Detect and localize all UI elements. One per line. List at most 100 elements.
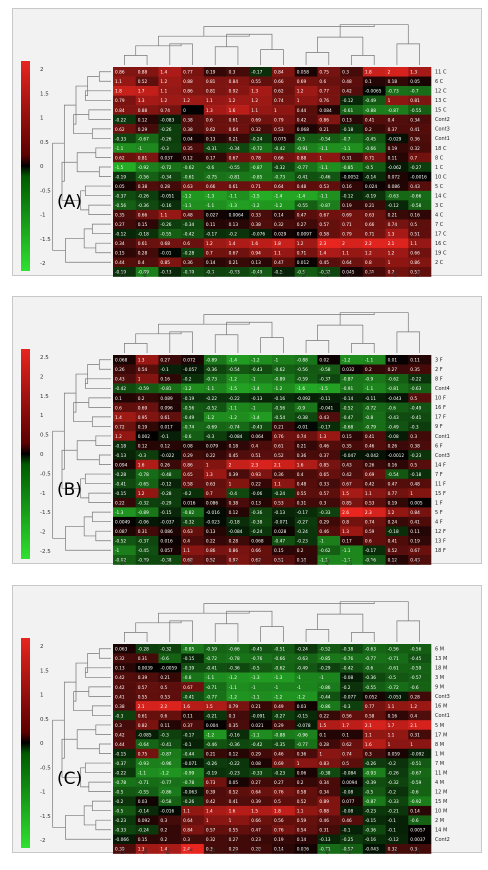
cell-value-label: -0.49: [365, 98, 376, 104]
cell-value-label: 0.068: [115, 358, 128, 364]
cell-value-label: 0.2: [160, 837, 167, 843]
heatmap-cell: [272, 238, 296, 249]
heatmap-cell: [226, 758, 250, 769]
cell-value-label: -0.19: [183, 396, 194, 402]
heatmap-cell: [158, 421, 182, 432]
heatmap-cell: [362, 114, 386, 125]
heatmap-cell: [362, 171, 386, 182]
cell-value-label: -0.1: [274, 270, 283, 276]
cell-value-label: 0.84: [183, 828, 193, 834]
cell-value-label: 0.35: [229, 723, 239, 729]
cell-value-label: -0.57: [342, 847, 353, 853]
heatmap-cell: [385, 748, 409, 759]
heatmap-cell: [294, 478, 318, 489]
heatmap-cell: [135, 76, 159, 87]
cell-value-label: -0.69: [206, 424, 217, 430]
heatmap-cell: [272, 124, 296, 134]
heatmap-cell: [340, 777, 364, 788]
cell-value-label: 0.19: [388, 146, 398, 152]
heatmap-cell: [385, 431, 409, 442]
heatmap-cell: [340, 124, 364, 134]
heatmap-cell: [362, 355, 386, 365]
cell-value-label: 0.26: [388, 443, 398, 449]
heatmap-cell: [272, 181, 296, 192]
heatmap-cell: [181, 374, 205, 384]
column-dendrogram-branch: [214, 334, 239, 353]
heatmap-cell: [362, 739, 386, 750]
cell-value-label: 0.66: [138, 213, 148, 219]
cell-value-label: 0.29: [138, 127, 148, 133]
cell-value-label: -0.38: [251, 520, 262, 526]
heatmap-cell: [135, 190, 159, 201]
cell-value-label: -0.6: [183, 434, 192, 440]
heatmap-cell: [362, 374, 386, 384]
row-dendrogram-branch: [84, 378, 111, 389]
heatmap-cell: [362, 710, 386, 721]
cell-value-label: 1.1: [160, 213, 167, 219]
cell-value-label: -0.016: [160, 809, 174, 815]
heatmap-cell: [113, 267, 137, 277]
heatmap-cell: [340, 815, 364, 826]
cell-value-label: 0.12: [138, 443, 148, 449]
heatmap-cell: [203, 133, 227, 144]
cell-value-label: 1.2: [229, 98, 236, 104]
cell-value-label: 0.0037: [410, 837, 425, 843]
heatmap-cell: [249, 682, 273, 692]
cell-value-label: -0.16: [365, 837, 376, 843]
cell-value-label: 0.73: [206, 780, 216, 786]
heatmap-cell: [135, 644, 159, 654]
panel-label: (C): [57, 769, 82, 789]
heatmap-cell: [362, 767, 386, 778]
cell-value-label: 1.5: [251, 809, 258, 815]
heatmap-cell: [249, 383, 273, 394]
heatmap-cell: [113, 815, 137, 826]
cell-value-label: 0.36: [183, 260, 193, 266]
heatmap-cell: [135, 844, 159, 854]
heatmap-cell: [408, 355, 432, 365]
cell-value-label: -1.1: [319, 558, 328, 564]
cell-value-label: 0.26: [365, 462, 375, 468]
heatmap-cell: [294, 748, 318, 759]
heatmap-cell: [272, 162, 296, 173]
heatmap-cell: [272, 815, 296, 826]
heatmap-cell: [272, 257, 296, 268]
cell-value-label: -1: [138, 146, 143, 152]
heatmap-cell: [317, 412, 341, 422]
heatmap-cell: [249, 257, 273, 268]
row-label: 5 F: [435, 510, 443, 516]
cell-value-label: 0.29: [251, 751, 261, 757]
cell-value-label: -0.5: [388, 675, 397, 681]
column-dendrogram-branch: [124, 343, 148, 353]
heatmap-cell: [317, 526, 341, 537]
heatmap-cell: [226, 720, 250, 731]
cell-value-label: -0.33: [115, 828, 126, 834]
cell-value-label: -0.63: [297, 656, 308, 662]
cell-value-label: 1.4: [160, 847, 167, 853]
cell-value-label: 0.08: [251, 761, 261, 767]
heatmap-cell: [317, 431, 341, 442]
column-label: B: [279, 558, 285, 562]
cell-value-label: 0.67: [183, 685, 193, 691]
heatmap-cell: [385, 67, 409, 77]
cell-value-label: 2: [388, 70, 391, 76]
cell-value-label: 0.71: [251, 184, 261, 190]
cell-value-label: -0.76: [342, 656, 353, 662]
heatmap-cell: [135, 497, 159, 508]
cell-value-label: 0.56: [342, 713, 352, 719]
heatmap-cell: [317, 364, 341, 375]
heatmap-cell: [226, 545, 250, 556]
cell-value-label: 0.38: [410, 443, 420, 449]
heatmap-cell: [203, 701, 227, 711]
heatmap-cell: [249, 701, 273, 711]
heatmap-cell: [135, 815, 159, 826]
cell-value-label: 0.51: [251, 453, 261, 459]
cell-value-label: -0.77: [365, 656, 376, 662]
cell-value-label: 0.46: [319, 443, 329, 449]
cell-value-label: -0.54: [388, 472, 399, 478]
cell-value-label: -0.36: [251, 510, 262, 516]
cell-value-label: 0.3: [229, 713, 236, 719]
cell-value-label: -0.71: [206, 685, 217, 691]
heatmap-cell: [135, 228, 159, 239]
row-dendrogram-branch: [88, 397, 111, 408]
heatmap-cell: [317, 644, 341, 654]
